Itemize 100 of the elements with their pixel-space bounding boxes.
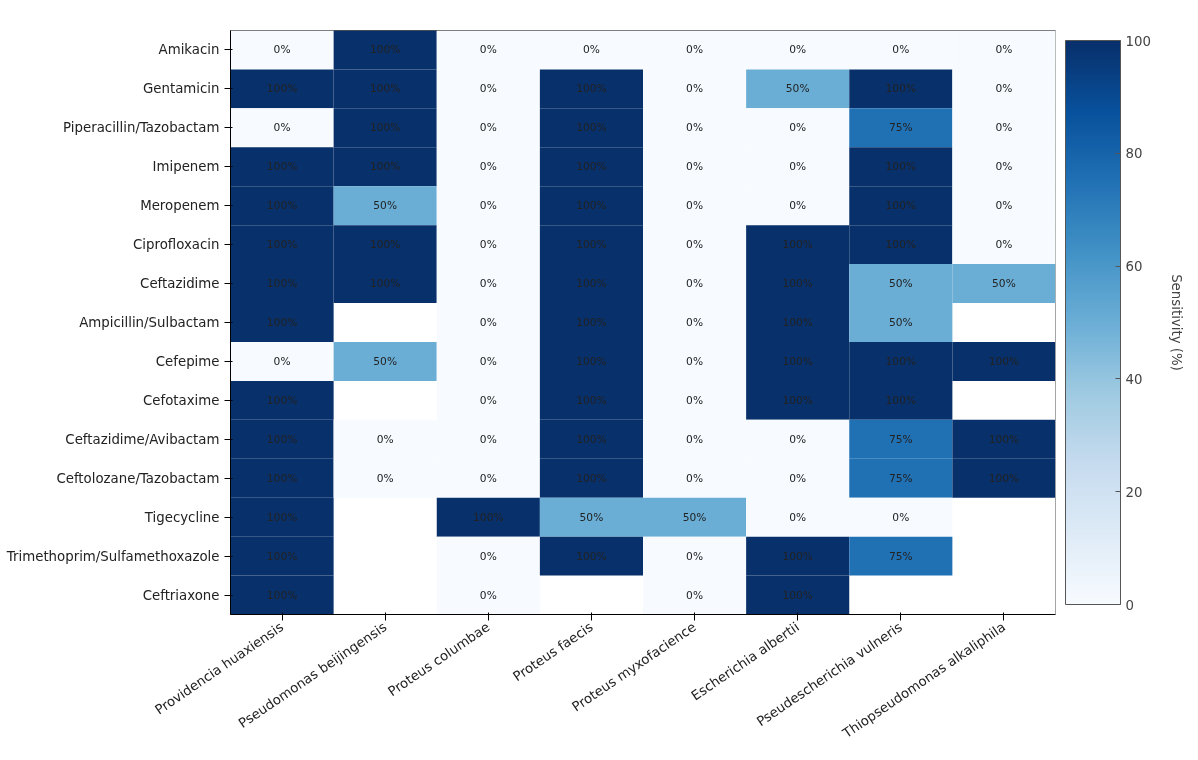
data-label: 100%: [885, 160, 917, 174]
data-label: 0%: [892, 510, 910, 524]
data-label: 100%: [885, 238, 917, 252]
y-tick-label: Tigecycline: [143, 509, 220, 525]
data-label: 100%: [266, 432, 298, 446]
data-label: 0%: [686, 588, 704, 602]
color-bar-label: 80: [1125, 146, 1143, 162]
y-tick-label: Meropenem: [140, 198, 220, 214]
data-label: 0%: [789, 43, 807, 57]
data-label: 50%: [373, 354, 398, 368]
y-tick-label: Gentamicin: [142, 81, 220, 97]
data-label: 0%: [789, 160, 807, 174]
color-bar-title: Sensitivity (%): [1168, 274, 1184, 371]
data-label: 100%: [576, 354, 607, 368]
data-label: 0%: [686, 277, 704, 291]
y-tick-label: Amikacin: [158, 42, 220, 58]
data-label: 100%: [576, 277, 607, 291]
data-label: 100%: [266, 316, 298, 329]
data-label: 100%: [576, 549, 607, 563]
data-label: 0%: [995, 121, 1013, 135]
data-label: 75%: [888, 471, 913, 485]
data-label: 100%: [369, 121, 401, 135]
data-label: 100%: [576, 160, 607, 174]
data-label: 100%: [266, 471, 298, 485]
data-label: 0%: [376, 471, 394, 485]
y-tick-label: Imipenem: [152, 159, 220, 175]
y-tick-label: Ceftolozane/Tazobactam: [56, 470, 220, 486]
data-label: 0%: [479, 432, 497, 446]
data-label: 100%: [576, 121, 607, 135]
data-label: 0%: [479, 82, 497, 96]
data-label: 100%: [576, 199, 607, 213]
data-label: 0%: [686, 549, 704, 563]
data-label: 100%: [885, 354, 917, 368]
data-label: 0%: [479, 549, 497, 563]
data-label: 0%: [686, 471, 704, 485]
data-label: 100%: [885, 393, 917, 407]
data-label: 100%: [266, 549, 298, 563]
data-label: 75%: [888, 432, 913, 446]
data-label: 50%: [682, 510, 707, 524]
data-label: 100%: [576, 432, 607, 446]
data-label: 0%: [479, 471, 497, 485]
data-label: 0%: [686, 354, 704, 368]
color-bar-label: 0: [1125, 597, 1134, 613]
data-label: 100%: [369, 160, 401, 174]
data-label: 0%: [789, 121, 807, 135]
color-bar-label: 40: [1125, 371, 1143, 387]
data-label: 75%: [888, 549, 913, 563]
data-label: 50%: [579, 510, 604, 524]
data-label: 0%: [686, 316, 704, 329]
data-label: 100%: [782, 354, 813, 368]
data-label: 50%: [888, 277, 913, 291]
data-label: 0%: [479, 199, 497, 213]
data-label: 0%: [686, 43, 704, 57]
data-label: 0%: [686, 199, 704, 213]
data-label: 100%: [576, 471, 607, 485]
data-label: 100%: [988, 471, 1020, 485]
data-label: 0%: [582, 43, 600, 57]
data-label: 0%: [995, 43, 1013, 57]
data-label: 100%: [266, 393, 298, 407]
data-label: 0%: [686, 432, 704, 446]
data-label: 0%: [789, 199, 807, 213]
data-label: 0%: [789, 432, 807, 446]
y-tick-label: Trimethoprim/Sulfamethoxazole: [5, 548, 220, 564]
data-label: 0%: [892, 43, 910, 57]
data-label: 0%: [479, 238, 497, 252]
data-label: 100%: [266, 82, 298, 96]
data-label: 100%: [576, 238, 607, 252]
data-label: 0%: [686, 393, 704, 407]
data-label: 0%: [273, 121, 291, 135]
data-label: 0%: [686, 82, 704, 96]
data-label: 0%: [273, 43, 291, 57]
data-label: 0%: [479, 316, 497, 329]
data-label: 75%: [888, 121, 913, 135]
data-label: 100%: [885, 199, 917, 213]
y-tick-label: Ceftazidime: [140, 276, 220, 292]
data-label: 50%: [888, 316, 913, 329]
color-bar-label: 60: [1125, 259, 1143, 275]
data-label: 0%: [479, 277, 497, 291]
data-label: 100%: [369, 277, 401, 291]
data-label: 100%: [576, 82, 607, 96]
data-label: 100%: [988, 432, 1020, 446]
data-label: 100%: [782, 277, 813, 291]
data-label: 0%: [479, 121, 497, 135]
data-label: 100%: [266, 277, 298, 291]
data-label: 100%: [369, 43, 401, 57]
data-label: 0%: [273, 354, 291, 368]
data-label: 0%: [995, 160, 1013, 174]
data-label: 50%: [992, 277, 1016, 291]
y-tick-label: Ceftriaxone: [142, 587, 220, 603]
data-label: 100%: [369, 82, 401, 96]
data-label: 0%: [686, 238, 704, 252]
data-label: 100%: [782, 393, 813, 407]
data-label: 100%: [369, 238, 401, 252]
data-label: 100%: [885, 82, 917, 96]
data-label: 100%: [266, 160, 298, 174]
y-tick-label: Ceftazidime/Avibactam: [65, 431, 220, 447]
data-label: 100%: [266, 588, 298, 602]
data-label: 100%: [266, 199, 298, 213]
data-label: 0%: [789, 471, 807, 485]
data-label: 0%: [789, 510, 807, 524]
